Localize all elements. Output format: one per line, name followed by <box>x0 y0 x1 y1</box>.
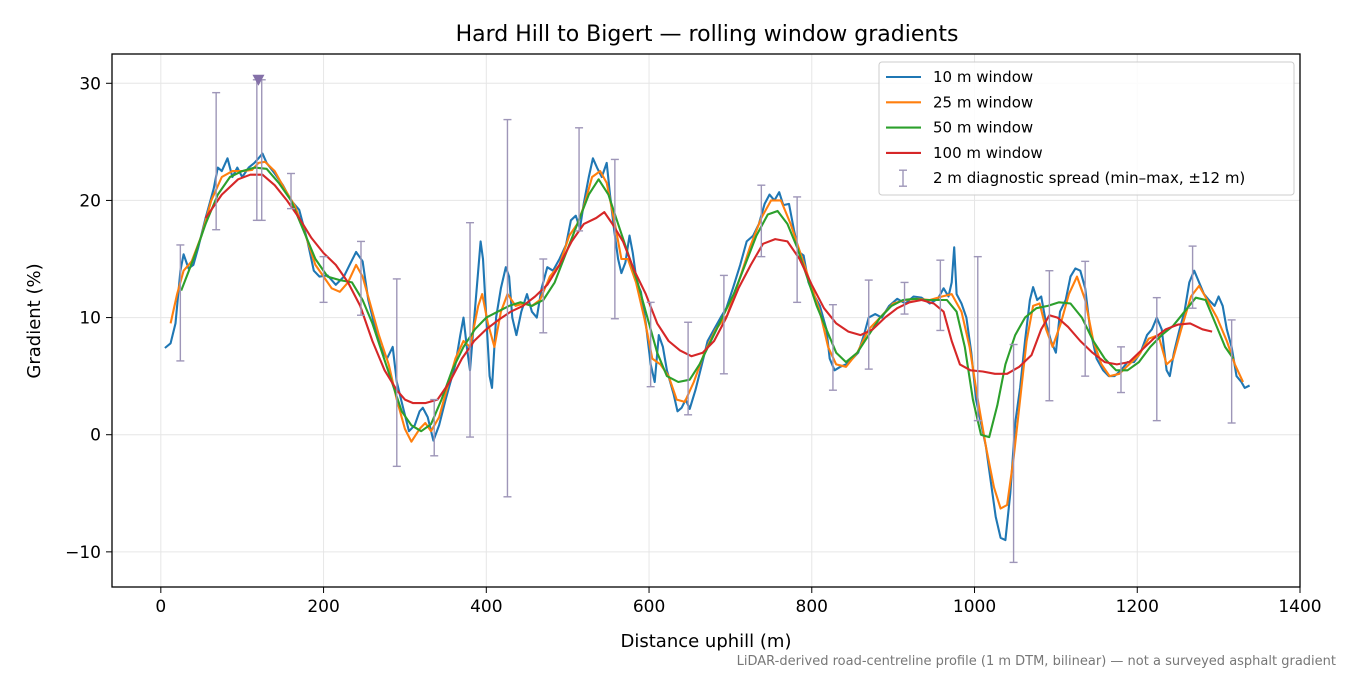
errorbar <box>176 244 185 362</box>
legend-entry: 50 m window <box>886 119 1033 137</box>
x-tick-label: 1400 <box>1278 597 1321 617</box>
errorbar <box>936 259 945 332</box>
footnote: LiDAR-derived road-centreline profile (1… <box>737 654 1336 669</box>
x-tick-label: 800 <box>796 597 828 617</box>
errorbar <box>900 281 909 315</box>
x-axis-title: Distance uphill (m) <box>621 631 792 652</box>
x-tick-label: 0 <box>155 597 166 617</box>
errorbar <box>757 184 766 258</box>
legend-label: 50 m window <box>933 119 1033 137</box>
errorbar <box>392 278 401 468</box>
errorbar <box>287 172 296 210</box>
legend-entry: 25 m window <box>886 93 1033 111</box>
errorbar <box>1081 260 1090 377</box>
errorbar <box>1188 245 1197 309</box>
errorbar <box>539 258 548 334</box>
series-layer <box>164 152 1251 542</box>
errorbar-layer <box>176 79 1236 564</box>
legend-entry: 100 m window <box>886 144 1043 162</box>
y-axis-ticks: −10 0 10 20 30 <box>65 74 112 563</box>
y-tick-label: 30 <box>79 74 101 94</box>
errorbar <box>319 255 328 304</box>
legend-label: 100 m window <box>933 144 1043 162</box>
legend-label: 2 m diagnostic spread (min–max, ±12 m) <box>933 169 1245 187</box>
errorbar <box>1045 270 1054 402</box>
legend-label: 10 m window <box>933 68 1033 86</box>
errorbar <box>1227 319 1236 424</box>
x-tick-label: 400 <box>470 597 502 617</box>
series-line-50-m-window <box>180 166 1235 439</box>
y-tick-label: 0 <box>90 426 101 446</box>
y-tick-label: 10 <box>79 309 101 329</box>
chart-title: Hard Hill to Bigert — rolling window gra… <box>456 22 959 47</box>
errorbar <box>1116 346 1125 394</box>
errorbar <box>466 221 475 438</box>
plot-frame <box>111 53 1301 588</box>
errorbar <box>575 127 584 232</box>
peak-marker <box>252 74 265 86</box>
errorbar <box>973 255 982 422</box>
x-axis-ticks: 0 200 400 600 800 1000 1200 1400 <box>155 587 1322 617</box>
errorbar <box>864 279 873 370</box>
y-tick-label: −10 <box>65 543 101 563</box>
errorbar <box>610 158 619 320</box>
errorbar <box>503 118 512 498</box>
x-tick-label: 600 <box>633 597 665 617</box>
y-axis-title: Gradient (%) <box>24 263 45 378</box>
series-line-10-m-window <box>164 152 1251 542</box>
x-tick-label: 200 <box>307 597 339 617</box>
legend-entry: 10 m window <box>886 68 1033 86</box>
errorbar <box>828 303 837 391</box>
errorbar <box>430 398 439 457</box>
errorbar <box>793 196 802 304</box>
marker-layer <box>252 74 265 86</box>
errorbar <box>1009 343 1018 564</box>
errorbar <box>719 274 728 375</box>
errorbar <box>684 321 693 416</box>
series-line-25-m-window <box>169 160 1244 510</box>
x-tick-label: 1200 <box>1116 597 1159 617</box>
errorbar <box>212 91 221 231</box>
legend: 10 m window 25 m window 50 m window 100 m w… <box>878 61 1295 196</box>
errorbar <box>646 301 655 388</box>
legend-box <box>878 61 1295 196</box>
y-tick-label: 20 <box>79 191 101 211</box>
series-line-100-m-window <box>204 173 1213 405</box>
errorbar <box>1152 296 1161 422</box>
legend-entry: 2 m diagnostic spread (min–max, ±12 m) <box>899 169 1245 187</box>
errorbar <box>356 240 365 316</box>
legend-label: 25 m window <box>933 93 1033 111</box>
x-tick-label: 1000 <box>953 597 996 617</box>
